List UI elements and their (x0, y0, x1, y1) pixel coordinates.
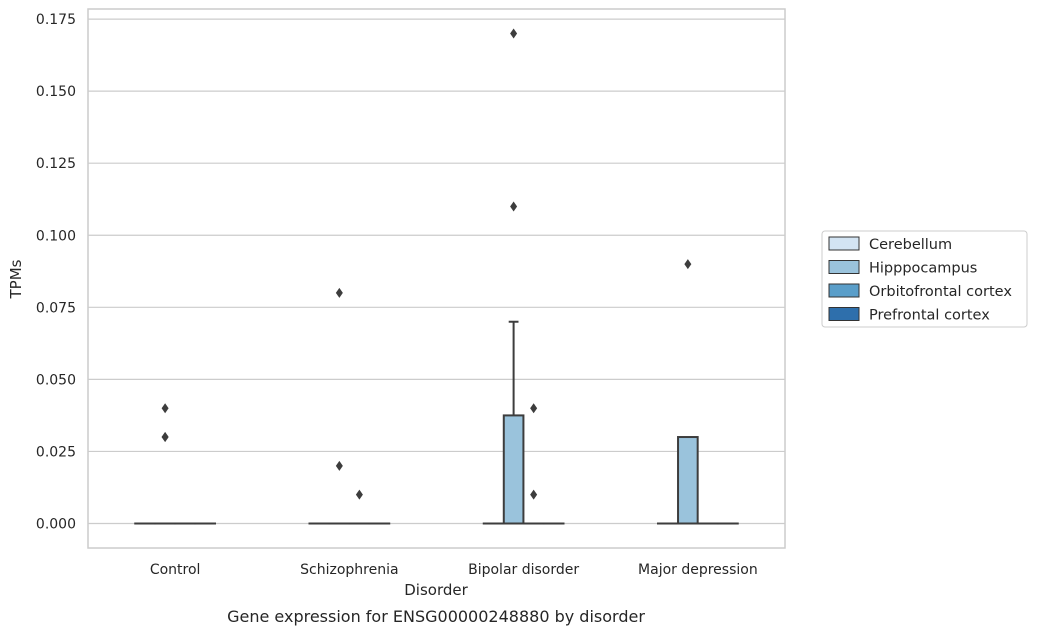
outlier-point (161, 403, 169, 414)
x-axis-ticks: Control Schizophrenia Bipolar disorder Majo… (150, 562, 758, 578)
outlier-point (335, 287, 343, 298)
legend-label: Prefrontal cortex (869, 308, 990, 324)
y-tick-label: 0.175 (36, 12, 76, 28)
y-axis-label: TPMs (7, 259, 25, 299)
y-tick-label: 0.100 (36, 228, 76, 244)
outlier-point (355, 489, 363, 500)
legend-label: Cerebellum (869, 237, 952, 253)
box-hipppocampus (677, 259, 699, 525)
y-tick-label: 0.075 (36, 300, 76, 316)
plot-frame (87, 8, 786, 549)
box-series (134, 28, 739, 525)
legend-swatch (828, 307, 860, 321)
legend-label: Orbitofrontal cortex (869, 284, 1012, 300)
x-tick-label: Bipolar disorder (468, 562, 579, 578)
outlier-point (510, 201, 518, 212)
outlier-point (510, 28, 518, 39)
box (677, 436, 699, 525)
legend-swatch (828, 283, 860, 298)
y-axis-ticks: 0.000 0.025 0.050 0.075 0.100 0.125 0.150 0.175 (36, 12, 76, 532)
outlier-point (161, 432, 169, 443)
box-hipppocampus (502, 28, 525, 525)
outlier-point (530, 403, 538, 414)
x-tick-label: Schizophrenia (300, 562, 398, 578)
box-hipppocampus (154, 403, 176, 525)
y-tick-label: 0.000 (36, 517, 76, 533)
x-tick-label: Control (150, 562, 201, 578)
plot-area (88, 9, 785, 548)
chart-caption: Gene expression for ENSG00000248880 by d… (227, 607, 645, 626)
box-orbitofrontal-cortex (522, 403, 545, 525)
legend: Cerebellum Hipppocampus Orbitofrontal cort… (821, 230, 1028, 328)
legend-swatch (828, 260, 860, 274)
y-tick-label: 0.025 (36, 444, 76, 460)
outlier-point (335, 460, 343, 471)
legend-label: Hipppocampus (869, 261, 977, 277)
outlier-point (530, 489, 538, 500)
legend-frame (821, 230, 1028, 328)
y-tick-label: 0.125 (36, 156, 76, 172)
y-tick-label: 0.050 (36, 372, 76, 388)
outlier-point (684, 259, 692, 270)
x-tick-label: Major depression (638, 562, 758, 578)
y-tick-label: 0.150 (36, 84, 76, 100)
box (502, 414, 525, 525)
x-axis-label: Disorder (404, 581, 468, 599)
legend-swatch (828, 236, 860, 251)
